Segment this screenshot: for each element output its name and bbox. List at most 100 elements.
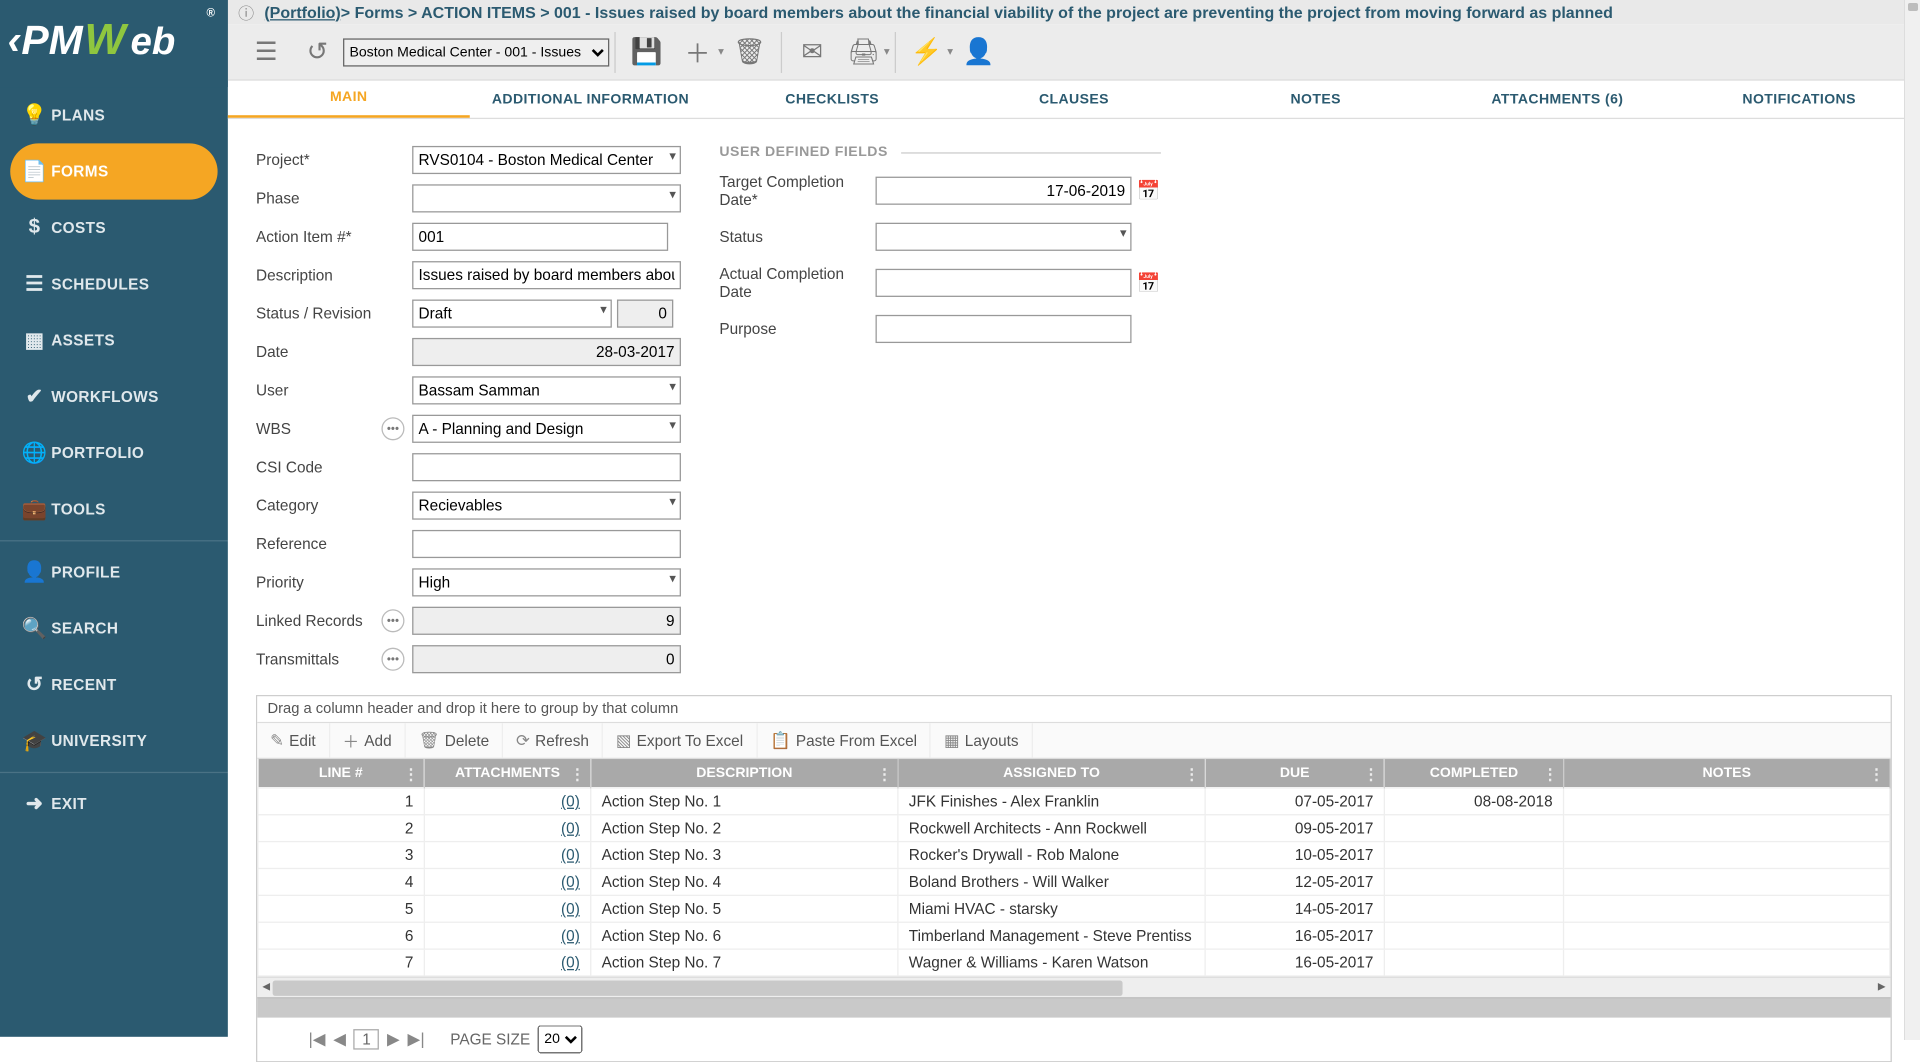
table-row[interactable]: 3(0)Action Step No. 3Rocker's Drywall - … [258,842,1890,869]
udf-status-field[interactable] [876,223,1132,251]
sidebar-item-forms[interactable]: 📄FORMS [10,143,217,199]
sidebar-item-portfolio[interactable]: 🌐PORTFOLIO [0,425,228,481]
breadcrumb: ⓘ (Portfolio) > Forms > ACTION ITEMS > 0… [228,0,1920,24]
print-dropdown-caret[interactable]: ▾ [884,45,890,59]
sidebar-item-assets[interactable]: ▦ASSETS [0,312,228,368]
table-row[interactable]: 6(0)Action Step No. 6Timberland Manageme… [258,922,1890,949]
grid-hscrollbar[interactable]: ◄ ► [257,977,1890,997]
linked-more-icon[interactable]: ••• [381,609,404,632]
sidebar-item-costs[interactable]: $COSTS [0,200,228,256]
project-field[interactable] [412,146,681,174]
tab-notifications[interactable]: NOTIFICATIONS [1678,82,1920,118]
grid-paste-button[interactable]: 📋Paste From Excel [757,723,931,758]
col-description[interactable]: DESCRIPTION⋮ [591,759,898,788]
pager-next-icon[interactable]: ▶ [387,1029,400,1049]
col-assigned[interactable]: ASSIGNED TO⋮ [898,759,1205,788]
col-line[interactable]: LINE #⋮ [258,759,424,788]
col-notes[interactable]: NOTES⋮ [1564,759,1890,788]
trans-more-icon[interactable]: ••• [381,648,404,671]
history-icon[interactable]: ↺ [292,24,343,80]
calendar-icon[interactable]: 📅 [1137,179,1161,202]
col-due[interactable]: DUE⋮ [1205,759,1384,788]
grid-group-hint[interactable]: Drag a column header and drop it here to… [257,696,1890,723]
pager-page[interactable]: 1 [354,1029,380,1049]
table-row[interactable]: 2(0)Action Step No. 2Rockwell Architects… [258,815,1890,842]
record-select[interactable]: Boston Medical Center - 001 - Issues [343,38,609,66]
ref-field[interactable] [412,530,681,558]
tab-main[interactable]: MAIN [228,79,470,117]
add-icon[interactable]: ＋ [672,24,723,80]
sidebar-item-exit[interactable]: ➜EXIT [0,776,228,832]
tab-attachments-6-[interactable]: ATTACHMENTS (6) [1437,82,1679,118]
status-field[interactable] [412,300,612,328]
attachments-link[interactable]: (0) [424,922,590,949]
sidebar-item-plans[interactable]: 💡PLANS [0,87,228,143]
attachments-link[interactable]: (0) [424,842,590,869]
grid-delete-button[interactable]: 🗑Delete [406,723,504,758]
csi-field[interactable] [412,453,681,481]
sidebar-item-schedules[interactable]: ☰SCHEDULES [0,256,228,312]
scroll-left-icon[interactable]: ◄ [260,980,273,994]
table-row[interactable]: 4(0)Action Step No. 4Boland Brothers - W… [258,868,1890,895]
scroll-thumb[interactable] [273,980,1122,995]
save-icon[interactable]: 💾 [621,24,672,80]
col-completed[interactable]: COMPLETED⋮ [1384,759,1563,788]
attachments-link[interactable]: (0) [424,815,590,842]
scroll-right-icon[interactable]: ► [1875,980,1888,994]
udf-target-field[interactable] [876,177,1132,205]
tab-clauses[interactable]: CLAUSES [953,82,1195,118]
table-row[interactable]: 5(0)Action Step No. 5Miami HVAC - starsk… [258,895,1890,922]
user-icon[interactable]: 👤 [953,24,1004,80]
sidebar-item-university[interactable]: 🎓UNIVERSITY [0,713,228,769]
desc-field[interactable] [412,261,681,289]
udf-target-label: Target Completion Date* [719,173,875,209]
email-icon[interactable]: ✉ [787,24,838,80]
attachments-link[interactable]: (0) [424,895,590,922]
grid-layouts-button[interactable]: ▦Layouts [931,723,1033,758]
info-icon[interactable]: ⓘ [238,0,254,24]
table-row[interactable]: 7(0)Action Step No. 7Wagner & Williams -… [258,949,1890,976]
attachments-link[interactable]: (0) [424,788,590,815]
print-icon[interactable]: 🖨 [838,24,889,80]
tab-notes[interactable]: NOTES [1195,82,1437,118]
col-attachments[interactable]: ATTACHMENTS⋮ [424,759,590,788]
udf-actual-field[interactable] [876,269,1132,297]
sidebar-item-recent[interactable]: ↺RECENT [0,657,228,713]
attachments-link[interactable]: (0) [424,949,590,976]
sidebar-item-profile[interactable]: 👤PROFILE [0,544,228,600]
grid-refresh-button[interactable]: ⟳Refresh [503,723,603,758]
phase-field[interactable] [412,184,681,212]
layouts-icon: ▦ [944,730,960,750]
list-icon[interactable]: ☰ [241,24,292,80]
actionno-field[interactable] [412,223,668,251]
action-icon[interactable]: ⚡ [901,24,952,80]
sidebar-item-workflows[interactable]: ✔WORKFLOWS [0,369,228,425]
grid-edit-button[interactable]: ✎Edit [257,723,329,758]
pager-last-icon[interactable]: ▶| [408,1029,425,1049]
pager-first-icon[interactable]: |◀ [308,1029,325,1049]
sidebar-item-search[interactable]: 🔍SEARCH [0,600,228,656]
attachments-link[interactable]: (0) [424,868,590,895]
wbs-more-icon[interactable]: ••• [381,417,404,440]
excel-icon: ▧ [616,730,632,750]
actionno-label: Action Item #* [256,228,412,246]
wbs-field[interactable] [412,415,681,443]
pager-prev-icon[interactable]: ◀ [333,1029,346,1049]
udf-purpose-field[interactable] [876,315,1132,343]
grid-add-button[interactable]: ＋Add [330,723,406,758]
breadcrumb-portfolio-link[interactable]: (Portfolio) [264,3,340,21]
table-row[interactable]: 1(0)Action Step No. 1JFK Finishes - Alex… [258,788,1890,815]
sidebar-item-tools[interactable]: 💼TOOLS [0,481,228,537]
calendar-icon[interactable]: 📅 [1137,271,1161,294]
window-scroll-up-icon[interactable] [1908,3,1918,11]
tab-checklists[interactable]: CHECKLISTS [711,82,953,118]
tab-additional-information[interactable]: ADDITIONAL INFORMATION [470,82,712,118]
grid-excel-button[interactable]: ▧Export To Excel [603,723,757,758]
nav: 💡PLANS📄FORMS$COSTS☰SCHEDULES▦ASSETS✔WORK… [0,87,228,832]
window-scrollbar[interactable] [1904,0,1920,1040]
cat-field[interactable] [412,492,681,520]
pager-size-select[interactable]: 20 [538,1025,583,1053]
prio-field[interactable] [412,568,681,596]
delete-icon[interactable]: 🗑 [724,24,775,80]
user-field[interactable] [412,376,681,404]
